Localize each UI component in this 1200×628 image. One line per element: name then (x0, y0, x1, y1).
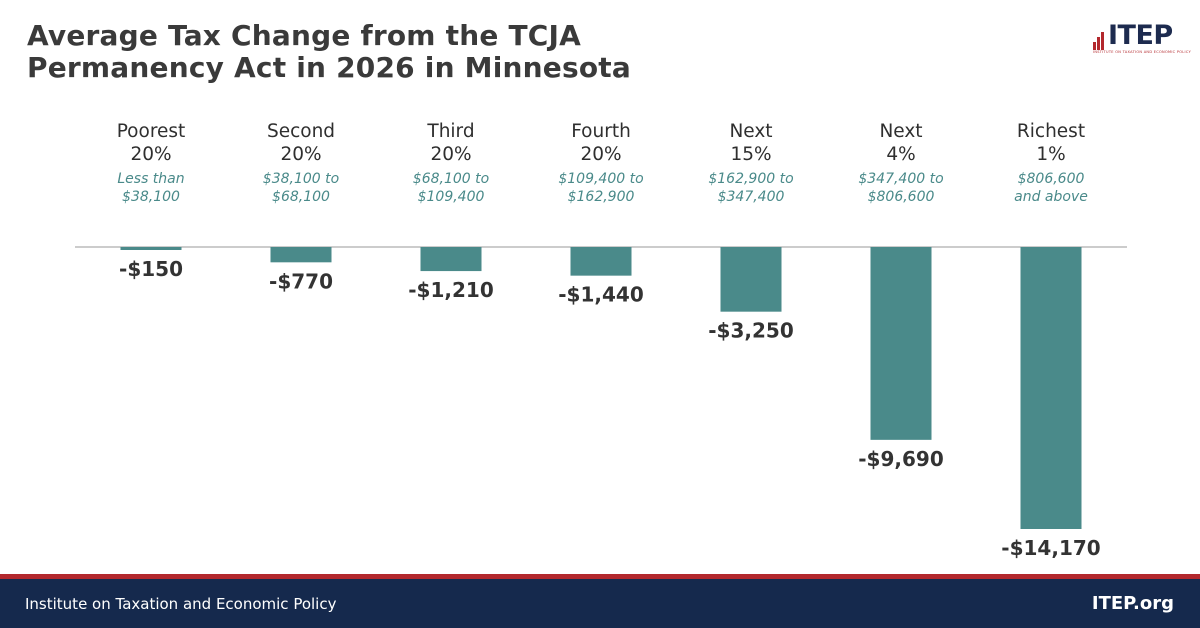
income-range-label: $38,100 (122, 189, 180, 205)
logo-tagline: INSTITUTE ON TAXATION AND ECONOMIC POLIC… (1093, 50, 1192, 54)
data-label: -$1,440 (558, 283, 643, 307)
income-range-label: $806,600 (1018, 171, 1085, 187)
category-share-label: 20% (580, 144, 621, 165)
bar (420, 247, 482, 272)
chart-title: Average Tax Change from the TCJA Permane… (27, 20, 631, 84)
category-share-label: 20% (280, 144, 321, 165)
chart-title-line-2: Permanency Act in 2026 in Minnesota (27, 51, 631, 84)
logo-wordmark: ITEP (1108, 20, 1173, 51)
income-range-label: $68,100 (272, 189, 330, 205)
income-range-label: $162,900 (568, 189, 635, 205)
category-label: Second (267, 121, 335, 142)
footer-site-link[interactable]: ITEP.org (1091, 593, 1174, 614)
category-label: Next (729, 121, 772, 142)
data-label: -$770 (269, 269, 333, 293)
income-range-label: $347,400 (718, 189, 785, 205)
logo-bars-icon (1093, 30, 1107, 50)
data-label: -$3,250 (708, 319, 793, 343)
income-range-label: Less than (117, 171, 184, 187)
data-label: -$9,690 (858, 447, 943, 471)
income-range-label: $162,900 to (708, 171, 793, 187)
income-range-label: $109,400 (418, 189, 485, 205)
category-label: Poorest (117, 121, 186, 142)
income-range-label: $109,400 to (558, 171, 643, 187)
income-range-label: $38,100 to (263, 171, 339, 187)
bar (720, 247, 782, 312)
data-label: -$1,210 (408, 278, 493, 302)
bar (270, 247, 332, 263)
income-range-label: and above (1014, 189, 1088, 205)
income-range-label: $68,100 to (413, 171, 489, 187)
category-share-label: 1% (1036, 144, 1065, 165)
category-label: Next (879, 121, 922, 142)
income-range-label: $347,400 to (858, 171, 943, 187)
category-label: Third (426, 121, 474, 142)
category-share-label: 15% (730, 144, 771, 165)
itep-logo: ITEP INSTITUTE ON TAXATION AND ECONOMIC … (1093, 20, 1192, 56)
category-share-label: 20% (430, 144, 471, 165)
category-share-label: 20% (130, 144, 171, 165)
income-range-label: $806,600 (868, 189, 935, 205)
footer-accent-rule (0, 574, 1200, 579)
category-label: Fourth (571, 121, 631, 142)
bar (1020, 247, 1082, 529)
bar (120, 247, 182, 250)
data-label: -$150 (119, 257, 183, 281)
chart-title-line-1: Average Tax Change from the TCJA (27, 19, 582, 52)
category-share-label: 4% (886, 144, 915, 165)
footer-org-name: Institute on Taxation and Economic Polic… (25, 595, 337, 613)
category-label: Richest (1017, 121, 1085, 142)
bar (570, 247, 632, 276)
footer-bar: Institute on Taxation and Economic Polic… (0, 579, 1200, 628)
bar (870, 247, 932, 440)
data-label: -$14,170 (1001, 536, 1100, 560)
